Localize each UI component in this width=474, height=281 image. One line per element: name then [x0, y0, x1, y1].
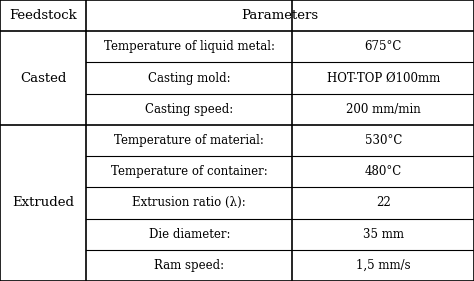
Text: Feedstock: Feedstock [9, 9, 77, 22]
Text: Die diameter:: Die diameter: [149, 228, 230, 241]
Text: Extruded: Extruded [12, 196, 74, 209]
Text: Temperature of material:: Temperature of material: [114, 134, 264, 147]
Text: 675°C: 675°C [365, 40, 402, 53]
Text: 22: 22 [376, 196, 391, 209]
Text: Temperature of container:: Temperature of container: [111, 165, 268, 178]
Text: Ram speed:: Ram speed: [155, 259, 224, 272]
Text: Casting speed:: Casting speed: [145, 103, 234, 116]
Text: 530°C: 530°C [365, 134, 402, 147]
Text: Casted: Casted [20, 72, 66, 85]
Text: Temperature of liquid metal:: Temperature of liquid metal: [104, 40, 275, 53]
Text: Parameters: Parameters [242, 9, 319, 22]
Text: 200 mm/min: 200 mm/min [346, 103, 420, 116]
Text: 35 mm: 35 mm [363, 228, 404, 241]
Text: 480°C: 480°C [365, 165, 402, 178]
Text: HOT-TOP Ø100mm: HOT-TOP Ø100mm [327, 72, 440, 85]
Text: Extrusion ratio (λ):: Extrusion ratio (λ): [133, 196, 246, 209]
Text: Casting mold:: Casting mold: [148, 72, 231, 85]
Text: 1,5 mm/s: 1,5 mm/s [356, 259, 410, 272]
